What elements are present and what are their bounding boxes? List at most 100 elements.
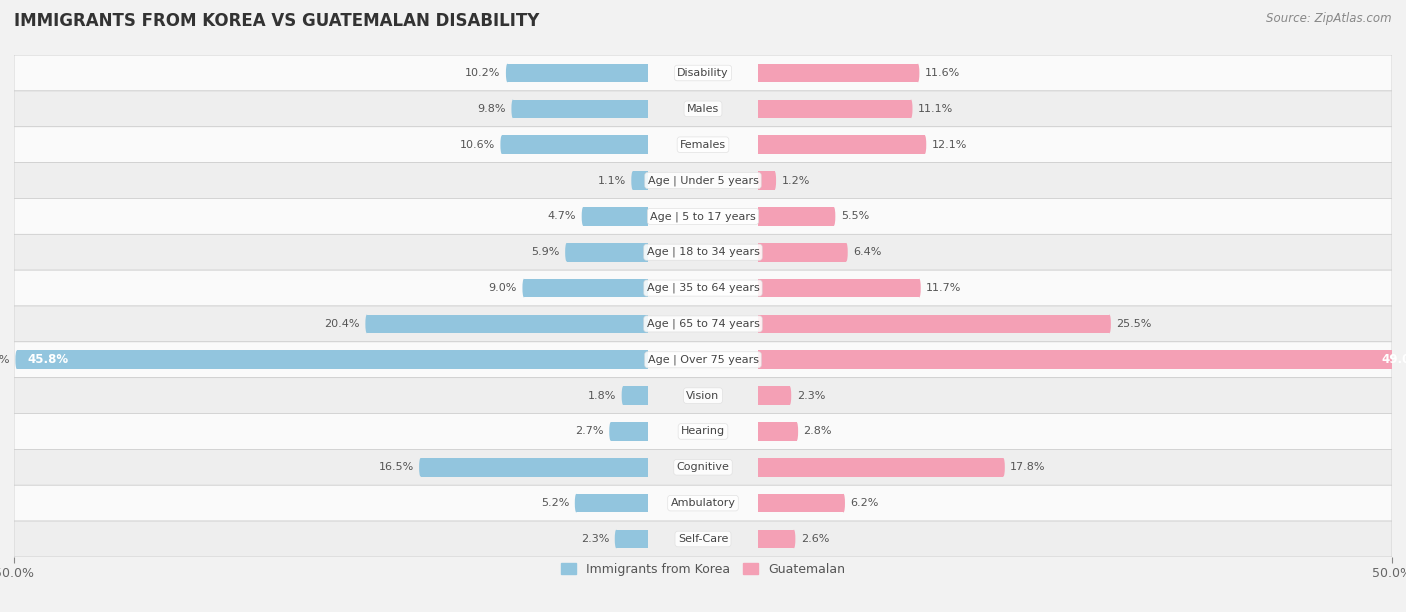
Text: 45.8%: 45.8% bbox=[0, 355, 10, 365]
Text: 45.8%: 45.8% bbox=[28, 353, 69, 366]
Text: Age | 18 to 34 years: Age | 18 to 34 years bbox=[647, 247, 759, 258]
Text: 9.0%: 9.0% bbox=[489, 283, 517, 293]
Ellipse shape bbox=[575, 494, 578, 512]
Ellipse shape bbox=[789, 386, 792, 405]
Bar bbox=[616, 529, 648, 548]
FancyBboxPatch shape bbox=[14, 270, 1392, 306]
Text: 17.8%: 17.8% bbox=[1011, 462, 1046, 472]
FancyBboxPatch shape bbox=[14, 127, 1392, 163]
Bar bbox=[576, 494, 648, 512]
Bar bbox=[367, 315, 648, 334]
Ellipse shape bbox=[924, 135, 927, 154]
Ellipse shape bbox=[917, 64, 920, 83]
Ellipse shape bbox=[621, 386, 624, 405]
Ellipse shape bbox=[796, 422, 799, 441]
Ellipse shape bbox=[366, 315, 368, 334]
Text: Self-Care: Self-Care bbox=[678, 534, 728, 544]
Bar bbox=[17, 351, 648, 369]
Text: 2.8%: 2.8% bbox=[804, 427, 832, 436]
Text: 6.2%: 6.2% bbox=[851, 498, 879, 508]
Bar bbox=[758, 351, 1406, 369]
Text: 2.6%: 2.6% bbox=[801, 534, 830, 544]
Text: 12.1%: 12.1% bbox=[932, 140, 967, 150]
Bar bbox=[758, 243, 846, 261]
Text: 5.2%: 5.2% bbox=[541, 498, 569, 508]
Bar bbox=[633, 171, 648, 190]
Text: Males: Males bbox=[688, 104, 718, 114]
Ellipse shape bbox=[910, 100, 912, 118]
Text: Females: Females bbox=[681, 140, 725, 150]
FancyBboxPatch shape bbox=[14, 198, 1392, 234]
Text: Age | Over 75 years: Age | Over 75 years bbox=[648, 354, 758, 365]
FancyBboxPatch shape bbox=[14, 521, 1392, 557]
Ellipse shape bbox=[609, 422, 612, 441]
Bar bbox=[758, 386, 790, 405]
Legend: Immigrants from Korea, Guatemalan: Immigrants from Korea, Guatemalan bbox=[557, 558, 849, 581]
Text: 2.7%: 2.7% bbox=[575, 427, 603, 436]
FancyBboxPatch shape bbox=[14, 55, 1392, 91]
Bar bbox=[623, 386, 648, 405]
FancyBboxPatch shape bbox=[14, 234, 1392, 270]
Bar bbox=[758, 135, 925, 154]
FancyBboxPatch shape bbox=[14, 485, 1392, 521]
Text: 5.9%: 5.9% bbox=[531, 247, 560, 257]
Text: Hearing: Hearing bbox=[681, 427, 725, 436]
Ellipse shape bbox=[523, 278, 526, 297]
Text: 11.1%: 11.1% bbox=[918, 104, 953, 114]
Ellipse shape bbox=[419, 458, 422, 477]
Text: 2.3%: 2.3% bbox=[581, 534, 609, 544]
Ellipse shape bbox=[501, 135, 503, 154]
Text: 49.0%: 49.0% bbox=[1381, 353, 1406, 366]
Text: 6.4%: 6.4% bbox=[853, 247, 882, 257]
Ellipse shape bbox=[582, 207, 585, 226]
Ellipse shape bbox=[631, 171, 634, 190]
Bar bbox=[610, 422, 648, 441]
Bar bbox=[758, 64, 918, 83]
Bar bbox=[758, 529, 794, 548]
Ellipse shape bbox=[614, 529, 617, 548]
Text: 20.4%: 20.4% bbox=[325, 319, 360, 329]
Ellipse shape bbox=[506, 64, 509, 83]
Text: 4.7%: 4.7% bbox=[548, 211, 576, 222]
Ellipse shape bbox=[15, 351, 18, 369]
Text: Cognitive: Cognitive bbox=[676, 462, 730, 472]
Bar bbox=[758, 458, 1004, 477]
Text: Age | 5 to 17 years: Age | 5 to 17 years bbox=[650, 211, 756, 222]
Bar bbox=[567, 243, 648, 261]
Bar bbox=[758, 207, 834, 226]
FancyBboxPatch shape bbox=[14, 414, 1392, 449]
Bar bbox=[524, 278, 648, 297]
Ellipse shape bbox=[565, 243, 568, 261]
Ellipse shape bbox=[845, 243, 848, 261]
Text: 1.1%: 1.1% bbox=[598, 176, 626, 185]
Text: Age | 65 to 74 years: Age | 65 to 74 years bbox=[647, 319, 759, 329]
Ellipse shape bbox=[918, 278, 921, 297]
Text: 10.6%: 10.6% bbox=[460, 140, 495, 150]
Bar bbox=[758, 315, 1109, 334]
Bar bbox=[513, 100, 648, 118]
Bar bbox=[758, 278, 920, 297]
Text: Ambulatory: Ambulatory bbox=[671, 498, 735, 508]
Bar bbox=[758, 494, 844, 512]
Text: 16.5%: 16.5% bbox=[378, 462, 413, 472]
Text: 1.2%: 1.2% bbox=[782, 176, 810, 185]
Text: 10.2%: 10.2% bbox=[465, 68, 501, 78]
Ellipse shape bbox=[1002, 458, 1005, 477]
FancyBboxPatch shape bbox=[14, 91, 1392, 127]
Bar bbox=[583, 207, 648, 226]
Text: 25.5%: 25.5% bbox=[1116, 319, 1152, 329]
FancyBboxPatch shape bbox=[14, 449, 1392, 485]
Ellipse shape bbox=[773, 171, 776, 190]
Text: 11.6%: 11.6% bbox=[925, 68, 960, 78]
Text: Age | 35 to 64 years: Age | 35 to 64 years bbox=[647, 283, 759, 293]
Bar bbox=[758, 422, 797, 441]
Bar bbox=[758, 100, 911, 118]
Text: 2.3%: 2.3% bbox=[797, 390, 825, 401]
FancyBboxPatch shape bbox=[14, 378, 1392, 414]
Ellipse shape bbox=[842, 494, 845, 512]
Ellipse shape bbox=[832, 207, 835, 226]
Text: 1.8%: 1.8% bbox=[588, 390, 616, 401]
Ellipse shape bbox=[793, 529, 796, 548]
Bar bbox=[502, 135, 648, 154]
Ellipse shape bbox=[1108, 315, 1111, 334]
